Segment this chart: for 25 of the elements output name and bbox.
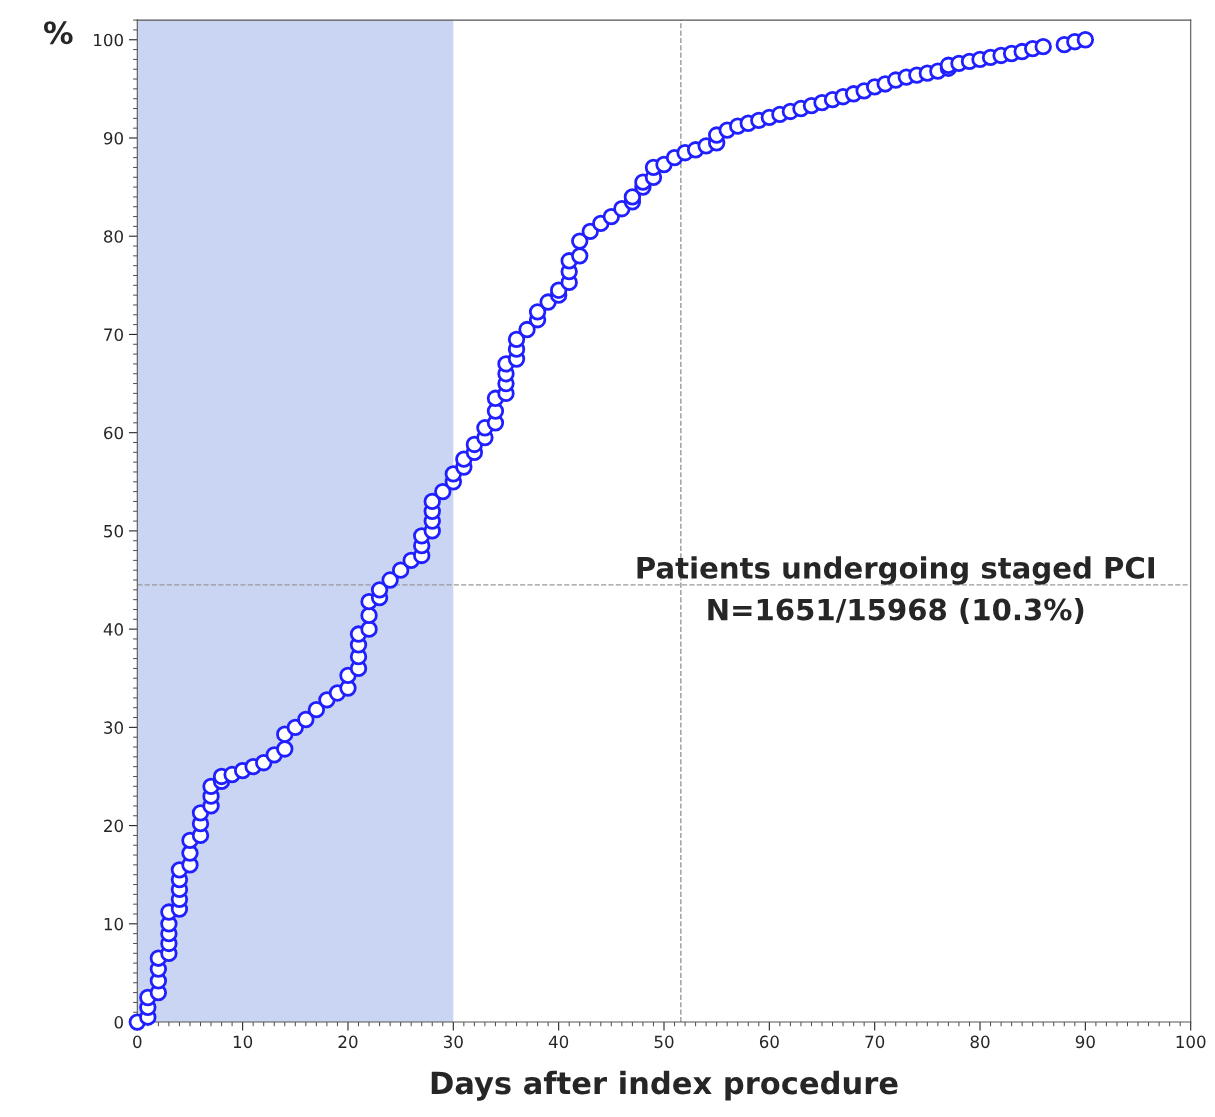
x-tick-label: 100 (1176, 1035, 1206, 1049)
x-tick-label: 30 (443, 1035, 463, 1049)
y-tick-label: 30 (104, 721, 123, 734)
x-tick-label: 80 (970, 1035, 990, 1049)
y-tick-label: 20 (104, 819, 123, 833)
y-tick-label: 100 (94, 33, 123, 47)
y-tick-label: 80 (104, 230, 123, 243)
x-tick-label: 90 (1075, 1035, 1095, 1049)
x-tick-label: 20 (338, 1035, 358, 1049)
y-tick-label: 0 (114, 1016, 123, 1029)
y-axis-title: % (43, 21, 73, 45)
y-tick-label: 60 (104, 426, 123, 440)
x-tick-label: 40 (548, 1035, 569, 1049)
x-axis-title: Days after index procedure (431, 1070, 898, 1101)
x-tick-label: 70 (865, 1035, 885, 1049)
x-tick-label: 60 (759, 1035, 779, 1049)
x-tick-label: 0 (133, 1035, 142, 1049)
y-tick-label: 70 (104, 328, 123, 342)
annotation: Patients undergoing staged PCI N=1651/15968 (10.3%) (637, 556, 1154, 624)
x-tick-label: 50 (654, 1035, 674, 1049)
y-tick-label: 90 (103, 131, 123, 145)
y-tick-label: 10 (104, 917, 123, 931)
y-tick-label: 40 (103, 623, 123, 636)
x-tick-label: 10 (233, 1035, 253, 1049)
y-tick-label: 50 (104, 524, 123, 538)
